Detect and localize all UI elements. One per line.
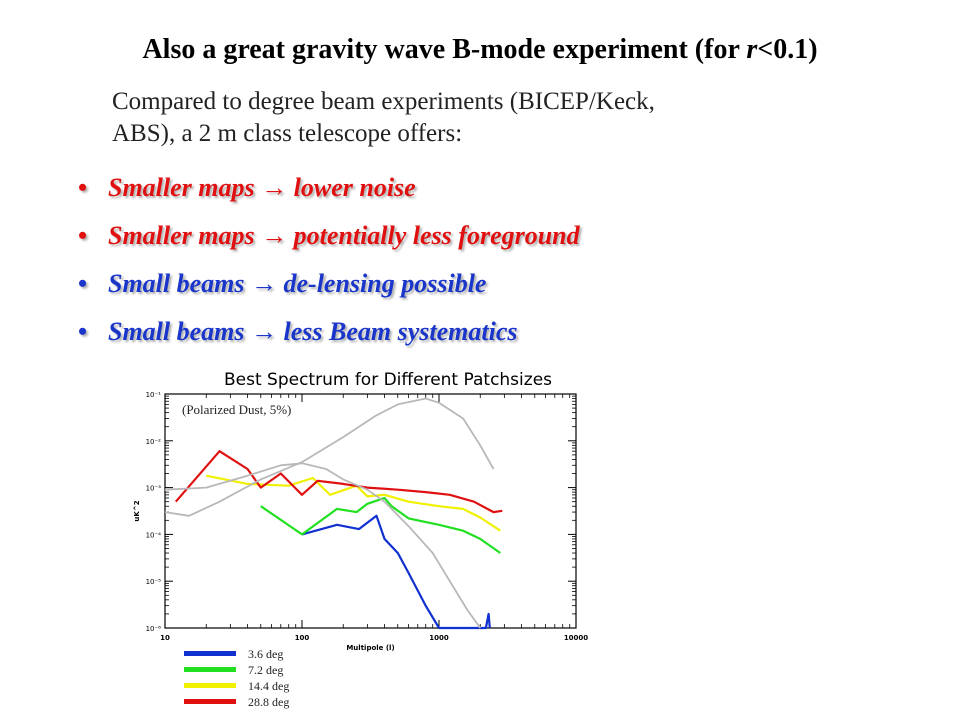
series-lines xyxy=(164,397,503,630)
y-tick-label: 10⁻³ xyxy=(146,485,162,493)
x-axis-label: Multipole (l) xyxy=(346,644,394,652)
title-italic-r: r xyxy=(746,34,758,65)
y-tick-label: 10⁻¹ xyxy=(146,391,162,399)
plot-frame xyxy=(164,393,577,629)
title-text: Also a great gravity wave B-mode experim… xyxy=(142,34,747,65)
bullet-dot: • xyxy=(78,317,88,346)
bullet-item: • Small beams → de-lensing possible xyxy=(78,266,580,314)
y-tick-label: 10⁻⁵ xyxy=(146,578,162,586)
bullet-text: Smaller maps → lower noise xyxy=(108,173,416,202)
chart-background xyxy=(118,350,592,655)
legend-label: 28.8 deg xyxy=(248,695,290,709)
bullet-item: • Smaller maps → potentially less foregro… xyxy=(78,218,580,266)
bullet-text: Small beams → de-lensing possible xyxy=(108,269,487,298)
x-tick-label: 10 xyxy=(160,634,170,642)
bullet-text: Small beams → less Beam systematics xyxy=(108,317,518,346)
legend-swatch xyxy=(184,667,236,672)
bullet-dot: • xyxy=(78,173,88,202)
spectrum-chart: Best Spectrum for Different Patchsizes 1… xyxy=(118,350,592,655)
series-line-foreground-5 xyxy=(164,462,481,629)
legend-swatch xyxy=(184,683,236,688)
intro-line-1: Compared to degree beam experiments (BIC… xyxy=(112,88,655,115)
series-line-foreground-4 xyxy=(164,397,495,517)
chart-title: Best Spectrum for Different Patchsizes xyxy=(224,370,552,390)
legend-swatch xyxy=(184,699,236,704)
y-tick-label: 10⁻⁴ xyxy=(146,531,162,539)
y-tick-label: 10⁻⁶ xyxy=(146,625,162,633)
bullet-dot: • xyxy=(78,221,88,250)
x-tick-label: 1000 xyxy=(429,634,449,642)
bullet-text: Smaller maps → potentially less foregrou… xyxy=(108,221,580,250)
y-axis-label: uK^2 xyxy=(133,500,141,521)
y-tick-label: 10⁻² xyxy=(146,438,162,446)
bullet-item: • Small beams → less Beam systematics xyxy=(78,314,580,362)
series-line-7-2-deg xyxy=(260,496,501,554)
x-tick-label: 100 xyxy=(295,634,310,642)
slide-title: Also a great gravity wave B-mode experim… xyxy=(0,34,960,66)
legend-label: 7.2 deg xyxy=(248,663,284,677)
y-axis-ticks: 10⁻⁶ 10⁻⁵ 10⁻⁴ 10⁻³ 10⁻² 10⁻¹ xyxy=(146,391,576,633)
chart-annotation: (Polarized Dust, 5%) xyxy=(182,402,291,417)
intro-text: Compared to degree beam experiments (BIC… xyxy=(112,86,832,150)
x-tick-label: 10000 xyxy=(564,634,588,642)
bullet-list: • Smaller maps → lower noise • Smaller map… xyxy=(78,170,580,362)
series-line-14-4-deg xyxy=(205,474,501,532)
legend-swatch xyxy=(184,651,236,656)
legend-label: 3.6 deg xyxy=(248,647,284,661)
legend-label: 14.4 deg xyxy=(248,679,290,693)
bullet-dot: • xyxy=(78,269,88,298)
bullet-item: • Smaller maps → lower noise xyxy=(78,170,580,218)
title-end: <0.1) xyxy=(757,34,818,65)
series-line-3-6-deg xyxy=(301,514,491,630)
intro-line-2: ABS), a 2 m class telescope offers: xyxy=(112,120,463,147)
